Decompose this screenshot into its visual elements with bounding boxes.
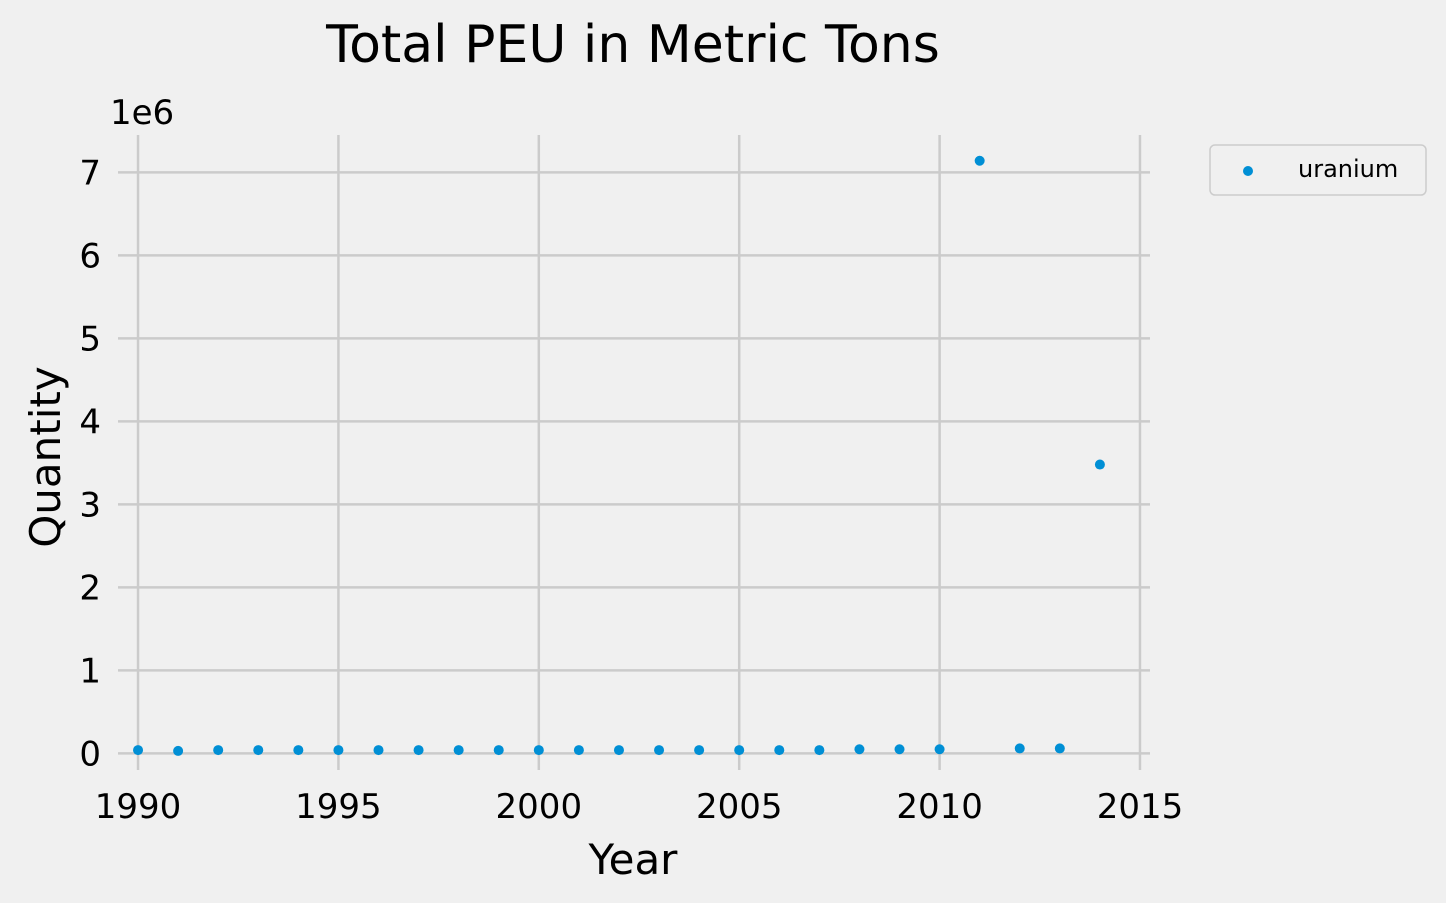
chart-title: Total PEU in Metric Tons bbox=[325, 15, 940, 75]
scatter-series-uranium bbox=[133, 155, 1105, 756]
y-tick-label: 2 bbox=[79, 568, 101, 608]
data-point bbox=[934, 744, 945, 755]
data-point bbox=[734, 745, 745, 756]
data-point bbox=[573, 745, 584, 756]
data-point bbox=[453, 745, 464, 756]
x-tick-label: 1990 bbox=[95, 787, 182, 827]
data-point bbox=[694, 745, 705, 756]
data-point bbox=[654, 745, 665, 756]
x-tick-label: 2005 bbox=[696, 787, 783, 827]
y-tick-label: 3 bbox=[79, 485, 101, 525]
legend[interactable]: uranium bbox=[1209, 144, 1427, 196]
grid bbox=[118, 135, 1150, 770]
y-axis-ticks: 0 1 2 3 4 5 6 7 bbox=[79, 153, 101, 774]
legend-label-uranium: uranium bbox=[1298, 155, 1398, 183]
x-tick-label: 2000 bbox=[496, 787, 583, 827]
y-tick-label: 4 bbox=[79, 402, 101, 442]
data-point bbox=[613, 745, 624, 756]
x-axis-label: Year bbox=[588, 835, 679, 884]
x-tick-label: 2010 bbox=[896, 787, 983, 827]
data-point bbox=[493, 745, 504, 756]
x-tick-label: 1995 bbox=[295, 787, 382, 827]
legend-marker-uranium bbox=[1243, 166, 1253, 176]
data-point bbox=[774, 745, 785, 756]
data-point bbox=[533, 745, 544, 756]
y-tick-label: 1 bbox=[79, 651, 101, 691]
y-axis-scale-label: 1e6 bbox=[110, 93, 174, 133]
data-point bbox=[253, 745, 264, 756]
legend-box bbox=[1209, 144, 1427, 196]
data-point bbox=[133, 745, 144, 756]
data-point bbox=[293, 745, 304, 756]
data-point bbox=[333, 745, 344, 756]
data-point bbox=[1014, 743, 1025, 754]
data-point bbox=[213, 745, 224, 756]
data-point bbox=[1054, 743, 1065, 754]
data-point bbox=[413, 745, 424, 756]
data-point bbox=[894, 744, 905, 755]
data-point bbox=[1094, 459, 1105, 470]
x-tick-label: 2015 bbox=[1097, 787, 1184, 827]
y-axis-label: Quantity bbox=[21, 366, 70, 548]
y-tick-label: 6 bbox=[79, 236, 101, 276]
data-point bbox=[974, 155, 985, 166]
data-point bbox=[814, 745, 825, 756]
data-point bbox=[373, 745, 384, 756]
y-tick-label: 5 bbox=[79, 319, 101, 359]
data-point bbox=[854, 744, 865, 755]
data-point bbox=[173, 745, 184, 756]
y-tick-label: 0 bbox=[79, 734, 101, 774]
x-axis-ticks: 1990 1995 2000 2005 2010 2015 bbox=[95, 787, 1183, 827]
y-tick-label: 7 bbox=[79, 153, 101, 193]
